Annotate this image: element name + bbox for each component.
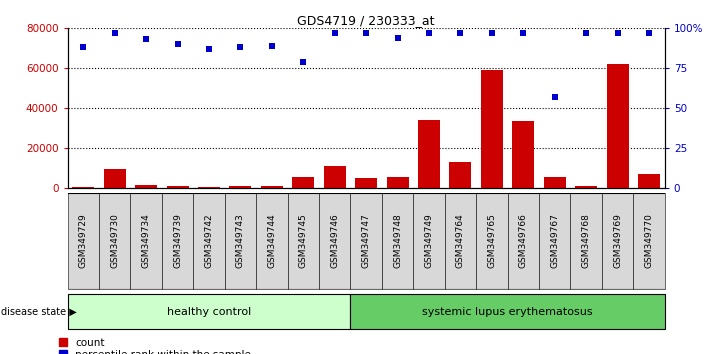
Point <box>423 30 434 36</box>
Bar <box>606 64 629 188</box>
Point <box>329 30 341 36</box>
Bar <box>445 193 476 289</box>
Text: GSM349734: GSM349734 <box>141 213 151 268</box>
Text: GSM349765: GSM349765 <box>488 213 496 268</box>
Bar <box>162 193 193 289</box>
Text: healthy control: healthy control <box>167 307 251 316</box>
Text: GSM349748: GSM349748 <box>393 213 402 268</box>
Bar <box>351 193 382 289</box>
Bar <box>166 186 188 188</box>
Bar <box>356 178 377 188</box>
Point <box>455 30 466 36</box>
Bar <box>413 193 445 289</box>
Point <box>549 94 560 100</box>
Text: GSM349768: GSM349768 <box>582 213 591 268</box>
Bar <box>261 187 283 188</box>
Text: GSM349769: GSM349769 <box>613 213 622 268</box>
Point <box>612 30 624 36</box>
Text: systemic lupus erythematosus: systemic lupus erythematosus <box>422 307 593 316</box>
Text: GSM349743: GSM349743 <box>236 213 245 268</box>
Point <box>77 45 89 50</box>
Text: GSM349730: GSM349730 <box>110 213 119 268</box>
Point <box>392 35 403 41</box>
Point <box>643 30 655 36</box>
Bar <box>382 193 413 289</box>
Bar <box>387 177 409 188</box>
Bar <box>418 120 440 188</box>
Point <box>580 30 592 36</box>
Bar <box>638 174 660 188</box>
Bar <box>575 186 597 188</box>
Bar <box>99 193 130 289</box>
Text: GSM349767: GSM349767 <box>550 213 560 268</box>
Bar <box>292 177 314 188</box>
Bar <box>68 294 351 329</box>
Legend: count, percentile rank within the sample: count, percentile rank within the sample <box>58 338 251 354</box>
Text: GSM349770: GSM349770 <box>645 213 653 268</box>
Point <box>235 45 246 50</box>
Bar <box>198 187 220 188</box>
Bar <box>513 121 535 188</box>
Bar <box>68 193 99 289</box>
Point <box>109 30 120 36</box>
Bar <box>634 193 665 289</box>
Point <box>266 43 277 49</box>
Point <box>298 59 309 65</box>
Bar <box>193 193 225 289</box>
Bar <box>104 169 126 188</box>
Bar <box>570 193 602 289</box>
Bar <box>287 193 319 289</box>
Text: GSM349764: GSM349764 <box>456 213 465 268</box>
Text: GSM349745: GSM349745 <box>299 213 308 268</box>
Point <box>141 37 152 42</box>
Bar <box>230 186 252 188</box>
Bar <box>130 193 162 289</box>
Title: GDS4719 / 230333_at: GDS4719 / 230333_at <box>297 14 435 27</box>
Point <box>486 30 498 36</box>
Bar <box>481 70 503 188</box>
Bar <box>508 193 539 289</box>
Bar <box>324 166 346 188</box>
Point <box>203 46 215 52</box>
Bar <box>319 193 351 289</box>
Bar <box>351 294 665 329</box>
Text: GSM349749: GSM349749 <box>424 213 434 268</box>
Text: GSM349766: GSM349766 <box>519 213 528 268</box>
Text: GSM349744: GSM349744 <box>267 213 277 268</box>
Point <box>360 30 372 36</box>
Point <box>172 41 183 47</box>
Text: GSM349747: GSM349747 <box>362 213 370 268</box>
Point <box>518 30 529 36</box>
Bar <box>602 193 634 289</box>
Bar <box>256 193 287 289</box>
Bar <box>449 162 471 188</box>
Bar <box>225 193 256 289</box>
Text: GSM349742: GSM349742 <box>205 213 213 268</box>
Text: disease state ▶: disease state ▶ <box>1 307 77 316</box>
Bar <box>73 187 95 188</box>
Text: GSM349746: GSM349746 <box>330 213 339 268</box>
Text: GSM349729: GSM349729 <box>79 213 87 268</box>
Text: GSM349739: GSM349739 <box>173 213 182 268</box>
Bar <box>135 185 157 188</box>
Bar <box>544 177 566 188</box>
Bar <box>476 193 508 289</box>
Bar <box>539 193 570 289</box>
